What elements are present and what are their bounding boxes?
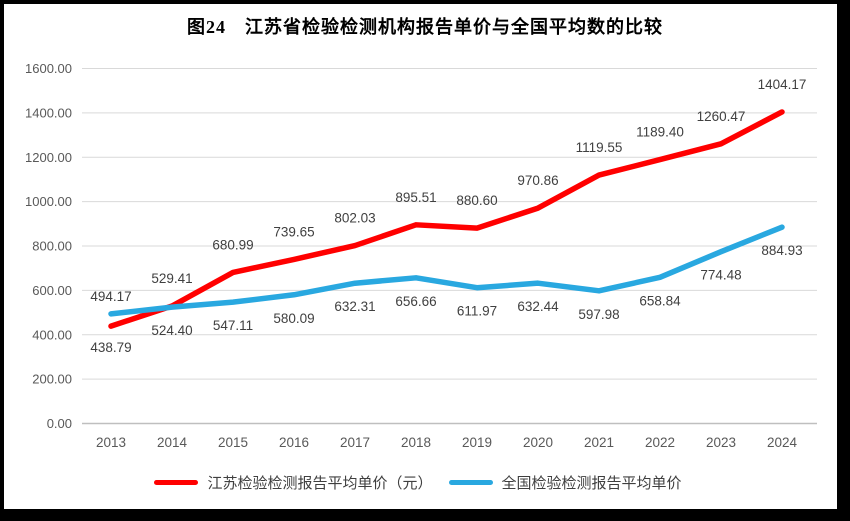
data-label: 884.93 <box>761 243 802 258</box>
x-tick-label: 2022 <box>645 435 675 450</box>
x-tick-label: 2021 <box>584 435 614 450</box>
y-tick-label: 1600.00 <box>25 61 72 76</box>
jiangsu-series-line <box>108 109 785 329</box>
chart-background <box>4 4 837 509</box>
x-tick-label: 2013 <box>96 435 126 450</box>
data-label: 1260.47 <box>697 109 746 124</box>
x-tick-label: 2017 <box>340 435 370 450</box>
data-label: 494.17 <box>90 289 131 304</box>
chart-legend: 江苏检验检测报告平均单价（元） 全国检验检测报告平均单价 <box>0 472 836 493</box>
x-tick-label: 2020 <box>523 435 553 450</box>
data-label: 438.79 <box>90 340 131 355</box>
national-series-line <box>108 224 785 317</box>
data-label: 597.98 <box>578 307 619 322</box>
x-tick-label: 2016 <box>279 435 309 450</box>
legend-item-jiangsu[interactable]: 江苏检验检测报告平均单价（元） <box>154 472 433 493</box>
data-label: 547.11 <box>213 318 253 333</box>
data-label: 802.03 <box>334 211 375 226</box>
y-tick-label: 600.00 <box>32 283 72 298</box>
data-label: 739.65 <box>273 224 314 239</box>
data-label: 880.60 <box>456 193 497 208</box>
data-label: 895.51 <box>395 190 436 205</box>
data-label: 656.66 <box>395 294 436 309</box>
data-label: 611.97 <box>457 304 497 319</box>
data-label: 1119.55 <box>576 140 623 155</box>
y-tick-label: 1200.00 <box>25 150 72 165</box>
y-tick-label: 0.00 <box>47 416 72 431</box>
y-tick-label: 800.00 <box>32 239 72 254</box>
x-tick-label: 2023 <box>706 435 736 450</box>
x-tick-label: 2014 <box>157 435 188 450</box>
data-label: 774.48 <box>700 268 741 283</box>
x-tick-label: 2019 <box>462 435 492 450</box>
data-label: 1404.17 <box>758 77 807 92</box>
legend-label-jiangsu: 江苏检验检测报告平均单价（元） <box>207 475 433 492</box>
x-tick-label: 2018 <box>401 435 431 450</box>
legend-item-national[interactable]: 全国检验检测报告平均单价 <box>448 472 682 493</box>
data-label: 632.44 <box>517 299 559 314</box>
chart-title: 图24 江苏省检验检测机构报告单价与全国平均数的比较 <box>187 17 663 37</box>
y-tick-label: 200.00 <box>32 372 72 387</box>
data-label: 1189.40 <box>636 125 684 140</box>
data-label: 680.99 <box>212 237 253 252</box>
data-label: 529.41 <box>151 271 192 286</box>
x-tick-label: 2024 <box>767 435 798 450</box>
y-tick-label: 400.00 <box>32 327 72 342</box>
y-tick-label: 1400.00 <box>25 105 72 120</box>
data-label: 970.86 <box>517 173 558 188</box>
x-tick-label: 2015 <box>218 435 248 450</box>
data-label: 580.09 <box>273 311 314 326</box>
national-line-swatch-icon <box>448 480 493 485</box>
data-label: 524.40 <box>151 323 192 338</box>
legend-label-national: 全国检验检测报告平均单价 <box>501 475 682 492</box>
y-tick-label: 1000.00 <box>25 194 72 209</box>
jiangsu-line-swatch-icon <box>154 480 199 485</box>
data-label: 632.31 <box>334 299 375 314</box>
data-label: 658.84 <box>639 293 681 308</box>
